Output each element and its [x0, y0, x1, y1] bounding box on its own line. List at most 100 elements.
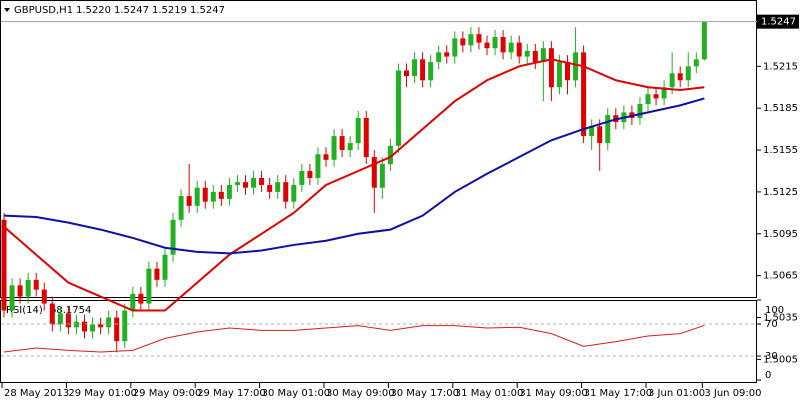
candle-body: [106, 317, 112, 328]
x-tick-label: 29 May 09:00: [133, 388, 202, 399]
y-tick-label: 1.5185: [763, 103, 798, 114]
candle-body: [162, 254, 168, 280]
candle-body: [387, 145, 393, 165]
candle-body: [428, 62, 434, 81]
candle-body: [492, 37, 498, 49]
candle-body: [420, 59, 426, 81]
candle-body: [404, 70, 409, 77]
candle-body: [146, 268, 152, 304]
rsi-title: RSI(14): [6, 305, 43, 316]
candle-body: [49, 303, 55, 325]
candle-body: [82, 321, 87, 332]
candle-body: [267, 184, 273, 192]
candle-body: [661, 87, 667, 99]
y-tick-label: 1.5095: [763, 229, 798, 240]
candle-body: [339, 136, 345, 151]
candle-body: [573, 52, 579, 81]
candle-body: [532, 50, 538, 63]
close-value: 1.5247: [190, 5, 225, 16]
candle-body: [347, 143, 353, 151]
candle-body: [452, 38, 458, 57]
y-tick-label: 1.5035: [763, 313, 798, 324]
candle-body: [114, 317, 120, 342]
candle-body: [275, 182, 281, 192]
candle-body: [653, 94, 659, 99]
rsi-tick-label: 30: [765, 351, 778, 362]
rsi-panel: [0, 300, 757, 383]
x-tick-label: 29 May 01:00: [68, 388, 137, 399]
x-tick-label: 29 May 17:00: [197, 388, 266, 399]
candle-body: [234, 182, 240, 185]
y-tick-label: 1.5005: [763, 354, 798, 365]
candle-body: [476, 34, 482, 43]
candle-body: [178, 196, 184, 220]
candle-body: [98, 324, 104, 328]
candle-body: [331, 136, 337, 160]
candle-body: [363, 117, 369, 158]
candle-body: [210, 191, 216, 202]
candle-body: [9, 285, 15, 311]
high-value: 1.5247: [114, 5, 149, 16]
candle-body: [556, 62, 562, 88]
candle-body: [170, 219, 176, 255]
candle-body: [637, 103, 643, 118]
moving-average: [3, 97, 705, 255]
low-value: 1.5219: [152, 5, 187, 16]
candle-body: [548, 48, 554, 88]
x-tick-label: 28 May 2013: [4, 388, 69, 399]
candle-body: [307, 170, 313, 178]
candle-body: [218, 191, 224, 199]
rsi-tick-label: 0: [765, 370, 771, 381]
moving-average: [3, 58, 705, 312]
open-value: 1.5220: [76, 5, 111, 16]
candle-body: [701, 21, 707, 60]
candle-body: [524, 50, 530, 57]
candle-body: [73, 321, 79, 328]
candle-body: [323, 154, 329, 160]
x-tick-label: 3 Jun 01:00: [648, 388, 705, 399]
price-panel: [0, 0, 757, 298]
candle-body: [581, 52, 587, 137]
candle-body: [444, 52, 450, 57]
candle-body: [202, 187, 208, 202]
candle-body: [251, 177, 257, 188]
candle-body: [484, 42, 490, 49]
x-tick-label: 31 May 09:00: [519, 388, 588, 399]
y-tick-label: 1.5125: [763, 187, 798, 198]
candle-body: [226, 184, 232, 199]
candle-body: [597, 126, 603, 144]
rsi-value: 68.1754: [50, 305, 91, 316]
candle-body: [90, 324, 96, 332]
candle-body: [395, 70, 401, 146]
candle-body: [685, 66, 691, 81]
y-tick-label: 1.5065: [763, 271, 798, 282]
x-tick-label: 3 Jun 09:00: [704, 388, 761, 399]
menu-arrow: [4, 8, 10, 12]
candle-body: [65, 313, 71, 328]
candle-body: [122, 310, 128, 342]
y-tick-label: 1.5155: [763, 145, 798, 156]
candle-body: [259, 177, 265, 185]
candle-body: [33, 279, 39, 290]
candle-body: [243, 182, 248, 188]
rsi-tick-label: 100: [765, 305, 784, 316]
candle-body: [677, 73, 683, 81]
x-tick-label: 30 May 01:00: [262, 388, 331, 399]
candle-body: [589, 126, 595, 137]
candle-body: [540, 48, 546, 63]
current-price-label: 1.5247: [761, 17, 796, 28]
candle-body: [436, 52, 442, 63]
candle-body: [1, 219, 7, 311]
rsi-line: [3, 324, 705, 353]
x-tick-label: 30 May 17:00: [390, 388, 459, 399]
candle-body: [315, 154, 321, 178]
candle-body: [194, 187, 200, 206]
candle-body: [565, 62, 570, 81]
x-tick-label: 30 May 09:00: [326, 388, 395, 399]
candle-body: [186, 196, 192, 206]
candle-body: [138, 293, 144, 304]
candle-body: [605, 115, 611, 144]
